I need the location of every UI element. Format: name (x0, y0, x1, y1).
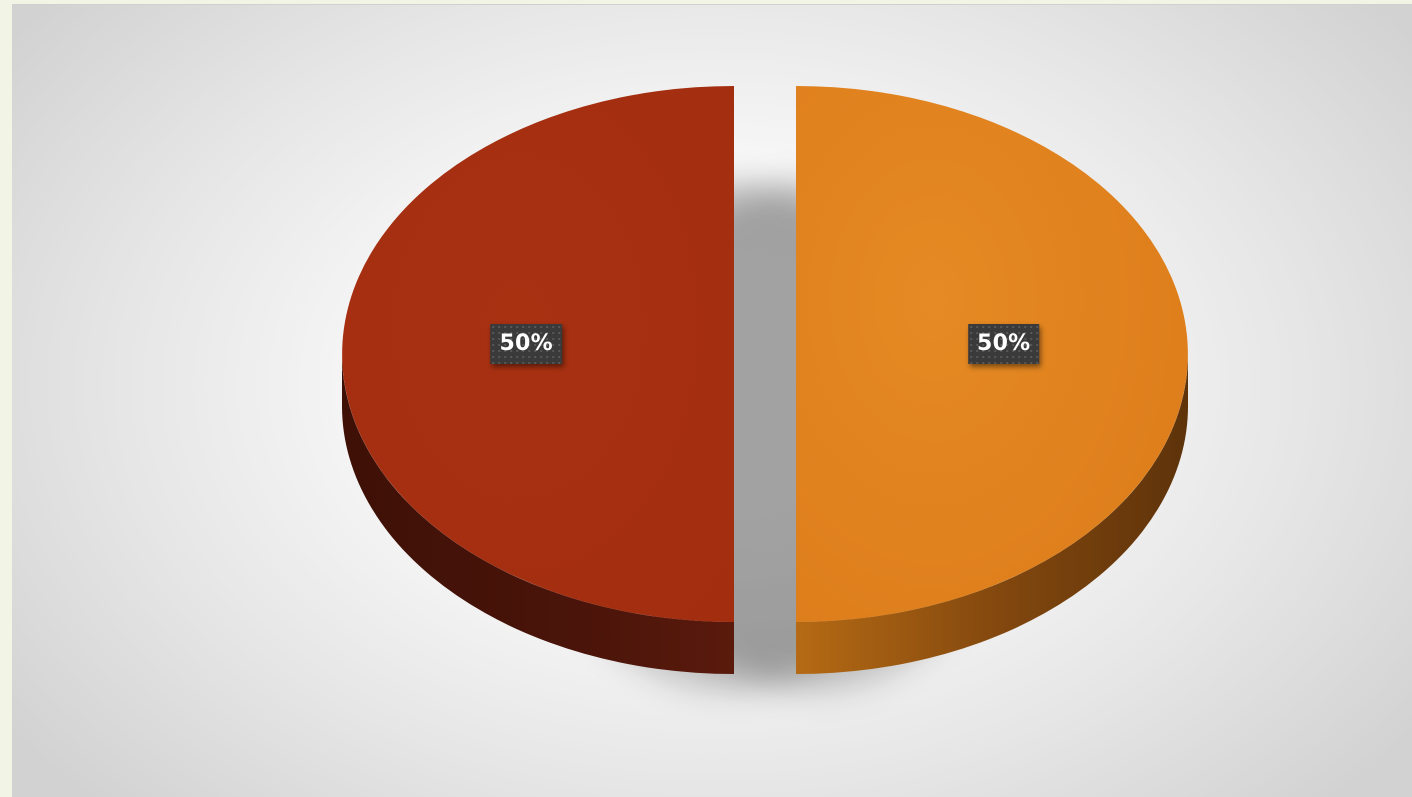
slide-canvas: 50% 50% (12, 4, 1412, 797)
slice-side-1 (342, 354, 734, 674)
slice-side-0 (796, 354, 1188, 674)
pie-chart (342, 86, 1188, 691)
data-label-0: 50% (967, 324, 1040, 364)
data-label-1: 50% (490, 324, 563, 364)
